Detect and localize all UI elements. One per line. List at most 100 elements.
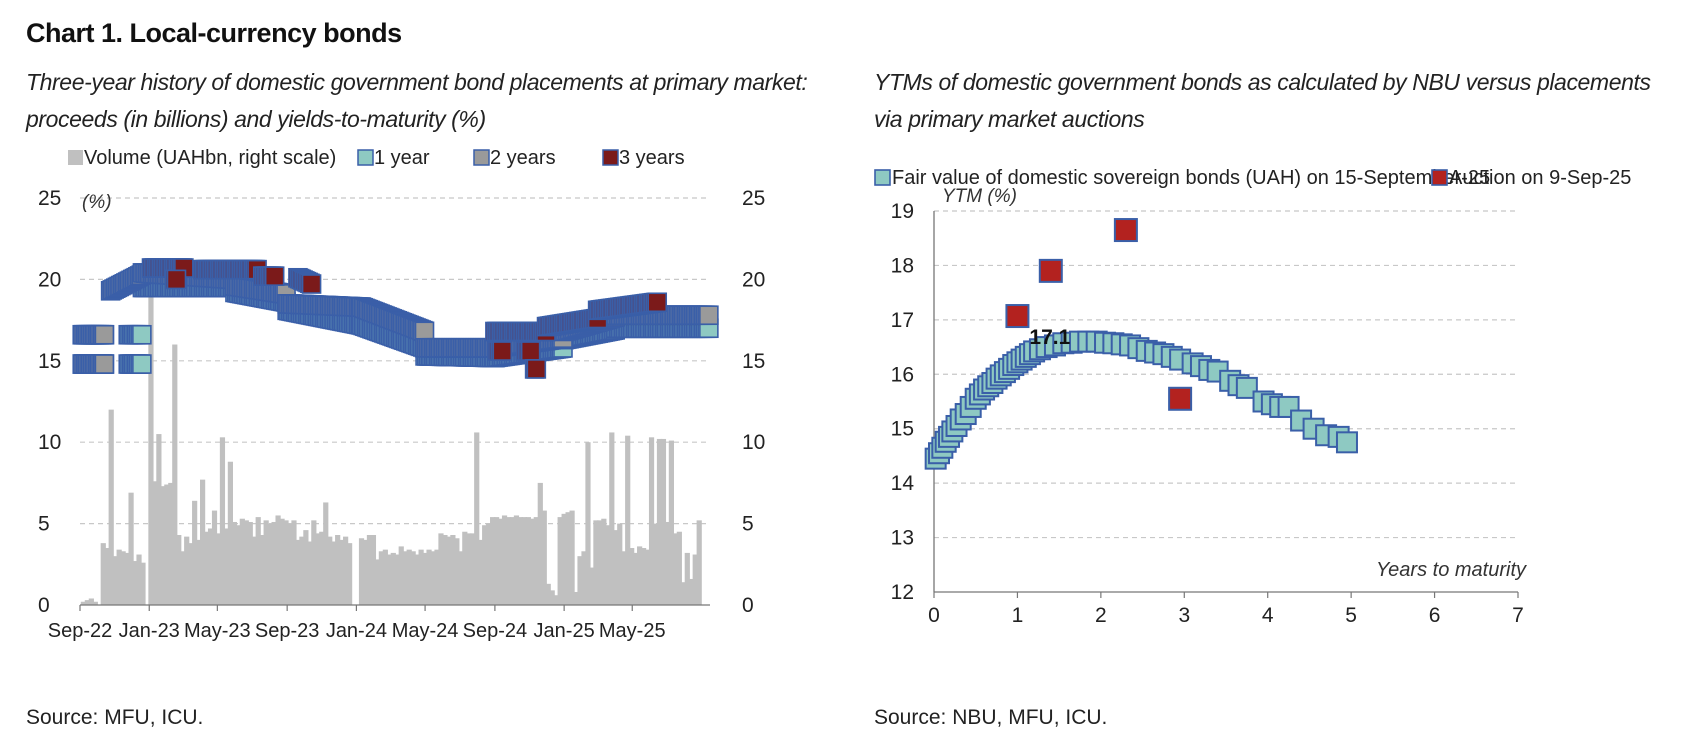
y-tick-label: 14 <box>891 472 915 495</box>
volume-bar <box>176 534 182 605</box>
legend-label: Auction on 9-Sep-25 <box>1449 167 1631 189</box>
volume-bar <box>223 528 230 605</box>
volume-bar <box>215 533 222 605</box>
volume-bar <box>692 554 698 605</box>
volume-bar <box>577 556 583 605</box>
y-left-tick-label: 0 <box>38 594 50 617</box>
y-left-tick-label: 25 <box>38 187 61 210</box>
right-subtitle-line1: of domestic government bonds as calculat… <box>932 69 1651 95</box>
volume-bar <box>295 539 301 605</box>
volume-bar <box>120 551 126 605</box>
volume-bar <box>203 531 210 605</box>
volume-bar <box>450 534 456 605</box>
y-tick-label: 15 <box>891 418 914 441</box>
volume-bar <box>557 517 563 605</box>
volume-bar <box>104 548 110 605</box>
legend-label: 3 years <box>619 147 685 169</box>
yield-marker-2-years <box>94 324 115 345</box>
y-left-tick-label: 15 <box>38 350 61 373</box>
volume-bar <box>406 549 412 605</box>
volume-bar <box>597 520 603 605</box>
volume-bar <box>613 530 619 605</box>
volume-bar <box>585 442 591 605</box>
volume-bar <box>533 517 539 605</box>
x-tick-label: May-24 <box>392 620 459 642</box>
x-tick-label: 4 <box>1262 604 1274 627</box>
left-source: Source: MFU, ICU. <box>26 706 204 729</box>
volume-bar <box>617 523 623 605</box>
volume-bar <box>184 536 190 605</box>
y-right-tick-label: 0 <box>742 594 754 617</box>
x-tick-label: 0 <box>928 604 940 627</box>
y-right-tick-label: 5 <box>742 513 754 536</box>
volume-bar <box>263 520 269 605</box>
volume-bar <box>235 525 241 605</box>
x-tick-label: Jan-24 <box>326 620 387 642</box>
x-tick-label: Sep-22 <box>48 620 113 642</box>
legend-swatch <box>357 149 374 166</box>
yield-marker-2-years <box>699 305 719 326</box>
volume-bar <box>382 549 388 605</box>
volume-bar <box>343 536 349 605</box>
right-subtitle-lead: YTMs <box>874 69 933 95</box>
volume-bar <box>251 536 257 605</box>
volume-bar <box>478 539 484 605</box>
point-annotation: 17.1 <box>1029 326 1070 349</box>
yield-marker-2-years <box>414 321 435 342</box>
volume-bar <box>346 543 353 605</box>
volume-bar <box>672 533 678 605</box>
volume-bar <box>239 518 245 605</box>
volume-bar <box>394 554 400 605</box>
volume-bar <box>680 582 686 605</box>
volume-bar <box>446 536 452 605</box>
volume-bar <box>386 554 392 605</box>
x-tick-label: Jan-25 <box>534 620 595 642</box>
volume-bar <box>207 528 214 605</box>
volume-bar <box>466 533 472 605</box>
volume-bar <box>259 534 265 605</box>
volume-bar <box>414 554 420 605</box>
volume-bar <box>609 432 615 605</box>
volume-bar <box>426 549 432 605</box>
volume-bar <box>291 520 297 605</box>
right-source: Source: NBU, MFU, ICU. <box>874 706 1108 729</box>
y-right-tick-label: 25 <box>742 187 765 210</box>
page-title: Chart 1. Local-currency bonds <box>26 18 402 48</box>
volume-bar <box>358 538 365 605</box>
volume-bar <box>470 533 476 605</box>
x-axis-title: Years to maturity <box>1376 559 1527 581</box>
y-right-tick-label: 10 <box>742 431 765 454</box>
volume-bar <box>307 541 313 605</box>
yield-marker-1-year <box>132 324 152 345</box>
y-tick-label: 18 <box>891 254 914 277</box>
volume-bar <box>553 595 559 605</box>
legend-swatch <box>473 149 490 166</box>
x-tick-label: 6 <box>1429 604 1441 627</box>
volume-bar <box>438 533 444 605</box>
volume-bar <box>493 517 500 605</box>
volume-bar <box>279 518 285 605</box>
volume-bar <box>462 531 468 605</box>
y-left-tick-label: 10 <box>38 431 61 454</box>
volume-bar <box>676 531 682 605</box>
volume-bar <box>633 552 639 605</box>
volume-bar <box>231 521 237 605</box>
volume-bar <box>525 517 531 605</box>
x-tick-label: May-25 <box>599 620 666 642</box>
y-tick-label: 13 <box>891 527 914 550</box>
volume-bar <box>621 551 627 605</box>
volume-bar <box>458 551 464 605</box>
legend-swatch <box>68 150 83 165</box>
yield-marker-3-years <box>264 266 285 286</box>
volume-bar <box>180 551 186 605</box>
x-tick-label: 7 <box>1512 604 1524 627</box>
volume-bar <box>112 556 118 605</box>
volume-bar <box>156 434 162 605</box>
volume-bar <box>287 523 293 605</box>
volume-bar <box>501 515 508 605</box>
volume-bar <box>644 549 651 605</box>
volume-bar <box>168 482 174 605</box>
volume-bar <box>311 520 317 605</box>
volume-bar <box>192 500 198 605</box>
volume-bar <box>684 552 690 605</box>
